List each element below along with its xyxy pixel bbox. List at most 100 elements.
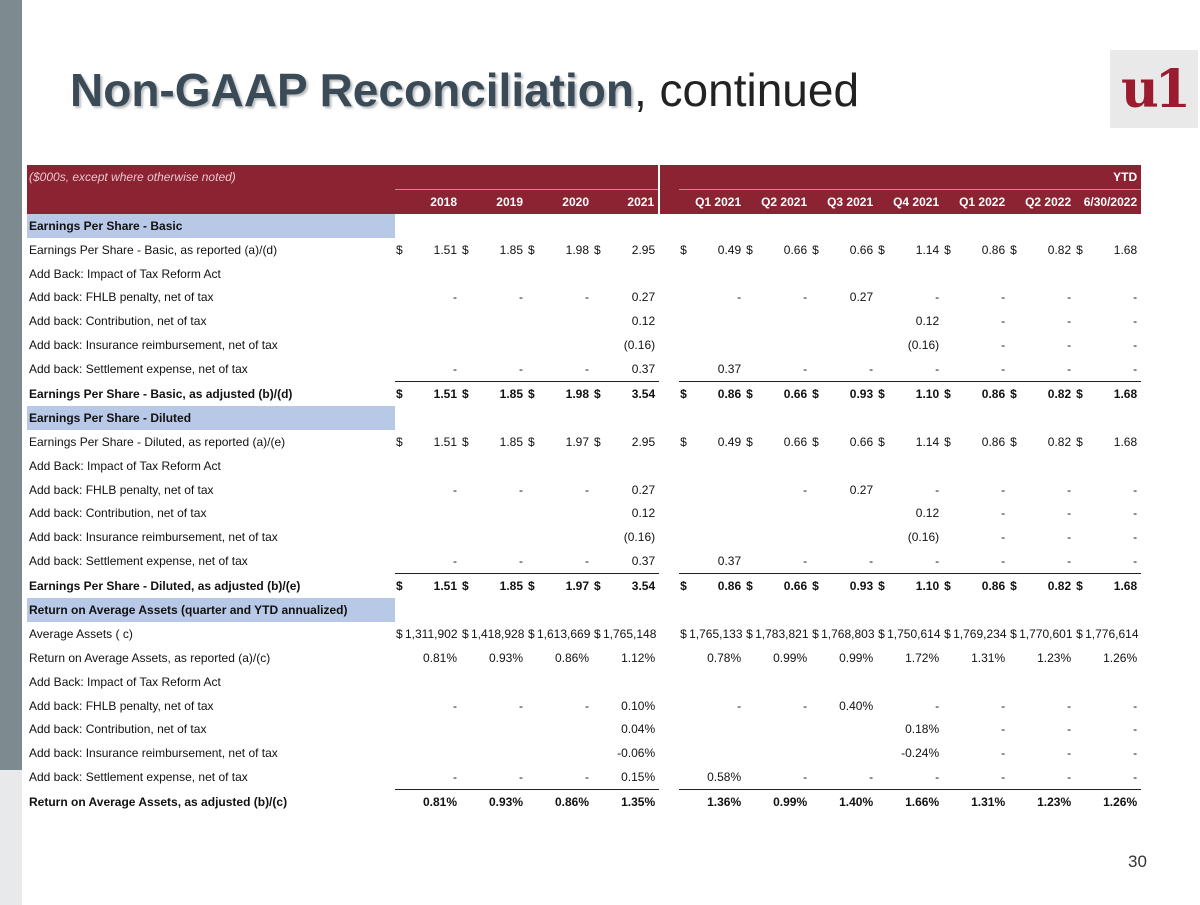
currency-sign: $ <box>396 626 403 641</box>
adjusted-total-row: Return on Average Assets, as adjusted (b… <box>27 789 1182 815</box>
cell-value <box>537 262 593 286</box>
currency-sign <box>395 717 405 741</box>
currency-sign <box>461 501 471 525</box>
table-header-row: ($000s, except where otherwise noted) YTD <box>27 165 1182 190</box>
page-number: 30 <box>1128 852 1147 871</box>
cell-value: 0.86% <box>554 650 589 665</box>
currency-sign: $ <box>1075 381 1086 406</box>
currency-sign: $ <box>679 381 690 406</box>
cell-value: 1.14 <box>915 434 940 449</box>
row-label: Average Assets ( c) <box>29 626 133 641</box>
cell-value: 0.27 <box>631 482 656 497</box>
column-gap <box>659 790 679 814</box>
currency-sign: $ <box>1075 573 1086 599</box>
currency-sign <box>877 333 887 357</box>
units-note: ($000s, except where otherwise noted) <box>27 165 660 190</box>
currency-sign <box>877 478 887 502</box>
currency-sign <box>527 646 537 670</box>
cell-value: 1.23% <box>1037 650 1072 665</box>
cell-value: 0.27 <box>631 290 656 305</box>
currency-sign <box>461 262 471 286</box>
currency-sign <box>745 454 755 478</box>
row-label: Add Back: Impact of Tax Reform Act <box>29 266 221 281</box>
table-row: Add back: Contribution, net of tax 0.12 0.… <box>27 309 1182 333</box>
cell-value: 0.15% <box>621 770 656 785</box>
currency-sign <box>395 333 405 357</box>
currency-sign <box>943 646 953 670</box>
cell-value <box>471 333 527 357</box>
table-row: Add back: Insurance reimbursement, net o… <box>27 333 1182 357</box>
currency-sign: $ <box>528 626 535 641</box>
cell-value: - <box>1067 770 1072 785</box>
currency-sign: $ <box>461 381 471 406</box>
column-gap <box>659 430 679 454</box>
currency-sign <box>395 694 405 718</box>
currency-sign: $ <box>1010 242 1017 257</box>
cell-value: 0.78% <box>707 650 742 665</box>
table-row: Return on Average Assets, as reported (a… <box>27 646 1182 670</box>
currency-sign <box>679 478 689 502</box>
currency-sign <box>395 789 405 815</box>
cell-value: - <box>519 770 523 785</box>
currency-sign <box>1009 789 1020 815</box>
currency-sign <box>1009 765 1019 789</box>
currency-sign <box>745 670 755 694</box>
cell-value <box>689 478 745 502</box>
cell-value: 1.98 <box>565 242 589 257</box>
column-header: Q2 2021 <box>745 188 812 214</box>
row-label: Add back: Insurance reimbursement, net o… <box>29 746 278 761</box>
cell-value: (0.16) <box>623 530 656 545</box>
cell-value: - <box>1001 698 1006 713</box>
currency-sign <box>679 549 689 573</box>
cell-value <box>1085 670 1141 694</box>
cell-value: - <box>585 554 589 569</box>
cell-value: - <box>453 482 457 497</box>
cell-value: 0.12 <box>631 506 656 521</box>
column-gap <box>659 285 679 309</box>
currency-sign <box>1075 309 1085 333</box>
cell-value: - <box>585 770 589 785</box>
cell-value <box>689 333 745 357</box>
cell-value: 0.12 <box>631 314 656 329</box>
currency-sign <box>395 741 405 765</box>
cell-value <box>755 309 811 333</box>
cell-value: - <box>1001 482 1006 497</box>
cell-value: - <box>1001 554 1006 569</box>
cell-value: 1.35% <box>603 789 660 815</box>
cell-value: - <box>869 362 874 377</box>
currency-sign <box>1075 501 1085 525</box>
currency-sign <box>1009 262 1019 286</box>
cell-value <box>821 262 877 286</box>
currency-sign <box>745 694 755 718</box>
currency-sign <box>1075 454 1085 478</box>
currency-sign <box>461 670 471 694</box>
currency-sign <box>593 525 603 549</box>
cell-value: 0.58% <box>707 770 742 785</box>
currency-sign <box>811 670 821 694</box>
column-header: Q1 2022 <box>943 188 1010 214</box>
currency-sign <box>1009 357 1019 381</box>
currency-sign: $ <box>944 434 951 449</box>
header-gap <box>658 189 680 214</box>
currency-sign: $ <box>395 381 405 406</box>
cell-value: - <box>1133 770 1138 785</box>
currency-sign <box>811 454 821 478</box>
currency-sign <box>461 309 471 333</box>
cell-value: 1.66% <box>887 789 944 815</box>
currency-sign <box>745 765 755 789</box>
currency-sign <box>745 357 755 381</box>
currency-sign <box>527 309 537 333</box>
currency-sign <box>395 262 405 286</box>
cell-value: 0.82 <box>1019 573 1076 599</box>
currency-sign <box>811 549 821 573</box>
cell-value: - <box>1067 530 1072 545</box>
currency-sign <box>1009 285 1019 309</box>
currency-sign <box>811 309 821 333</box>
currency-sign <box>943 501 953 525</box>
currency-sign <box>1075 670 1085 694</box>
cell-value: - <box>1067 314 1072 329</box>
currency-sign <box>593 549 603 573</box>
cell-value: 1,768,803 <box>821 626 875 641</box>
cell-value <box>1019 454 1075 478</box>
cell-value: 1.68 <box>1113 242 1138 257</box>
